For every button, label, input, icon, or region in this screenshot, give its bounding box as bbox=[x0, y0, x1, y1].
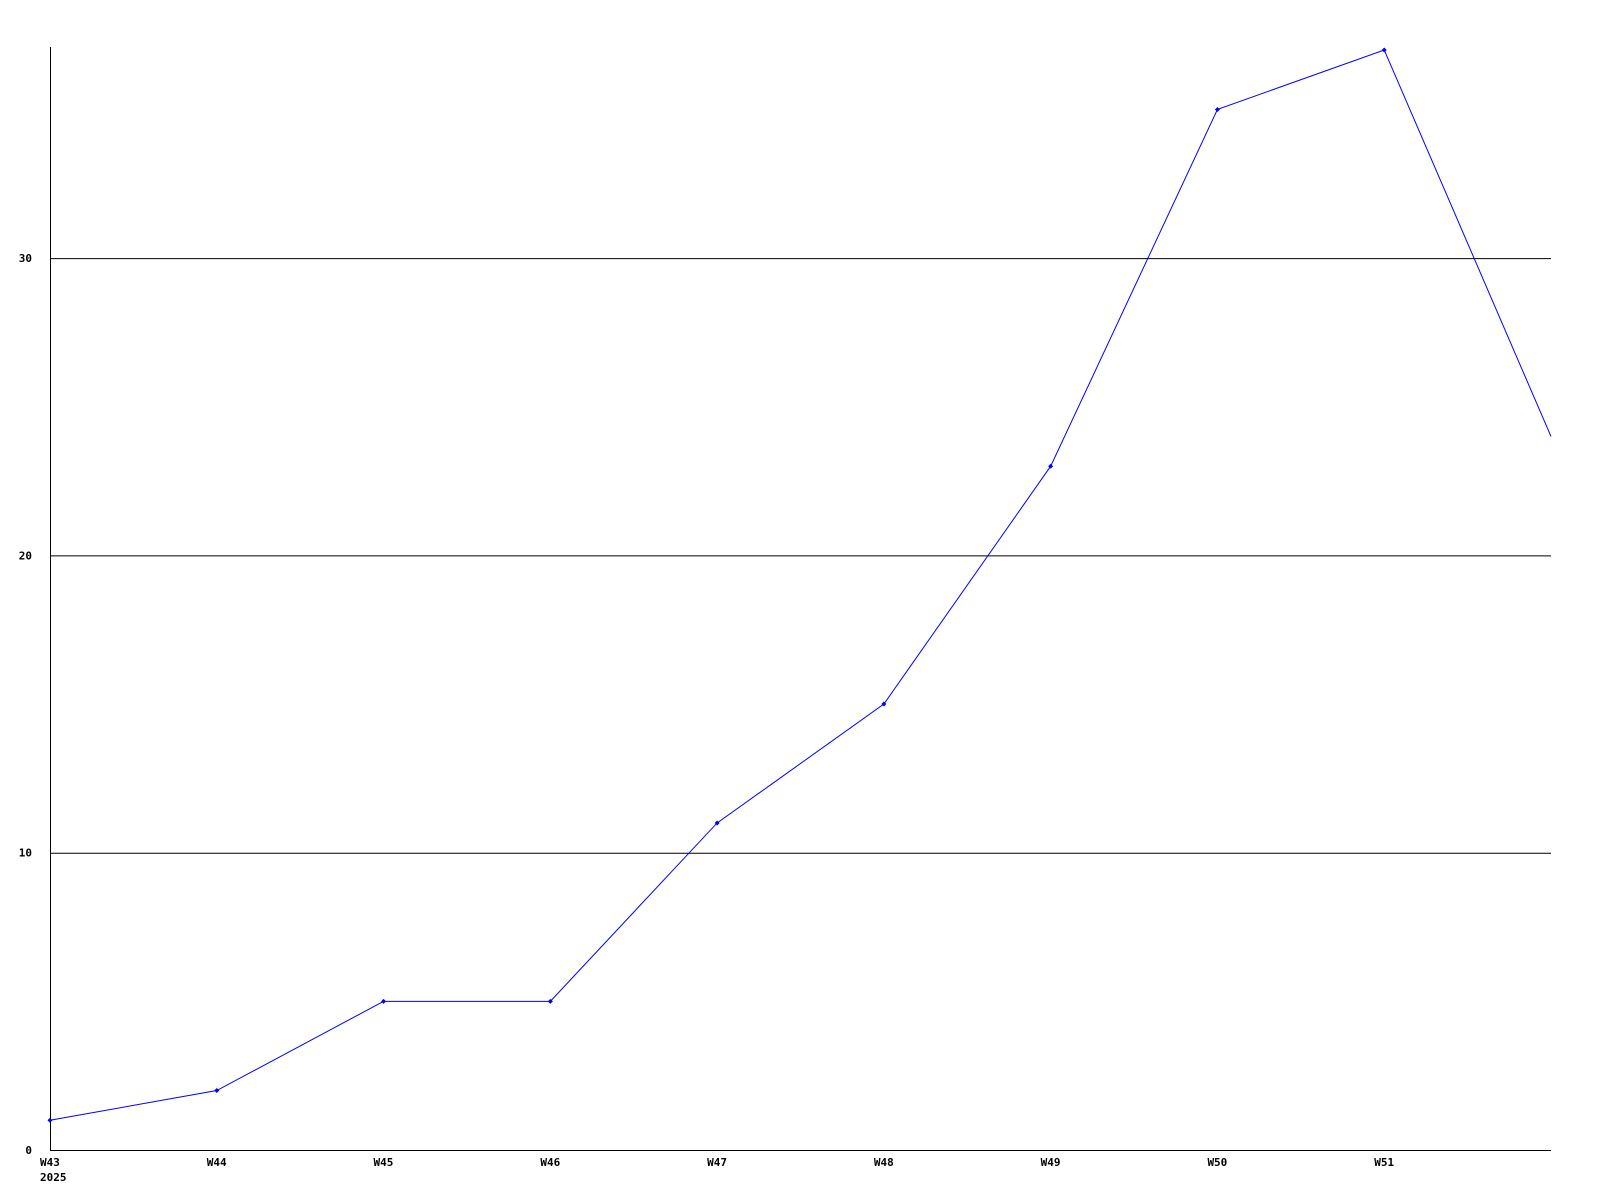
axes bbox=[50, 47, 1551, 1151]
data-point bbox=[714, 820, 720, 826]
x-year-label: 2025 bbox=[40, 1171, 67, 1184]
series-line bbox=[49, 49, 1552, 1121]
y-tick-label: 0 bbox=[25, 1144, 32, 1157]
data-point bbox=[1381, 47, 1387, 53]
series bbox=[47, 47, 1552, 1123]
x-tick-label: W46 bbox=[540, 1156, 560, 1169]
y-tick-labels: 0 10 20 30 bbox=[19, 252, 32, 1157]
data-point bbox=[214, 1088, 220, 1094]
y-tick-label: 20 bbox=[19, 549, 32, 562]
x-tick-label: W44 bbox=[207, 1156, 227, 1169]
x-tick-label: W48 bbox=[874, 1156, 894, 1169]
data-point bbox=[381, 998, 387, 1004]
x-tick-label: W51 bbox=[1374, 1156, 1394, 1169]
data-point bbox=[881, 701, 887, 707]
x-tick-labels: W43 W44 W45 W46 W47 W48 W49 W50 W51 2025 bbox=[40, 1156, 1394, 1184]
x-tick-label: W49 bbox=[1041, 1156, 1061, 1169]
y-tick-label: 10 bbox=[19, 847, 32, 860]
y-tick-label: 30 bbox=[19, 252, 32, 265]
x-tick-label: W50 bbox=[1207, 1156, 1227, 1169]
x-tick-label: W45 bbox=[374, 1156, 394, 1169]
x-tick-label: W47 bbox=[707, 1156, 727, 1169]
data-point bbox=[547, 998, 553, 1004]
data-point bbox=[1214, 106, 1220, 112]
gridlines bbox=[50, 258, 1551, 854]
data-point bbox=[1048, 463, 1054, 469]
data-point bbox=[47, 1117, 53, 1123]
x-tick-label: W43 bbox=[40, 1156, 60, 1169]
